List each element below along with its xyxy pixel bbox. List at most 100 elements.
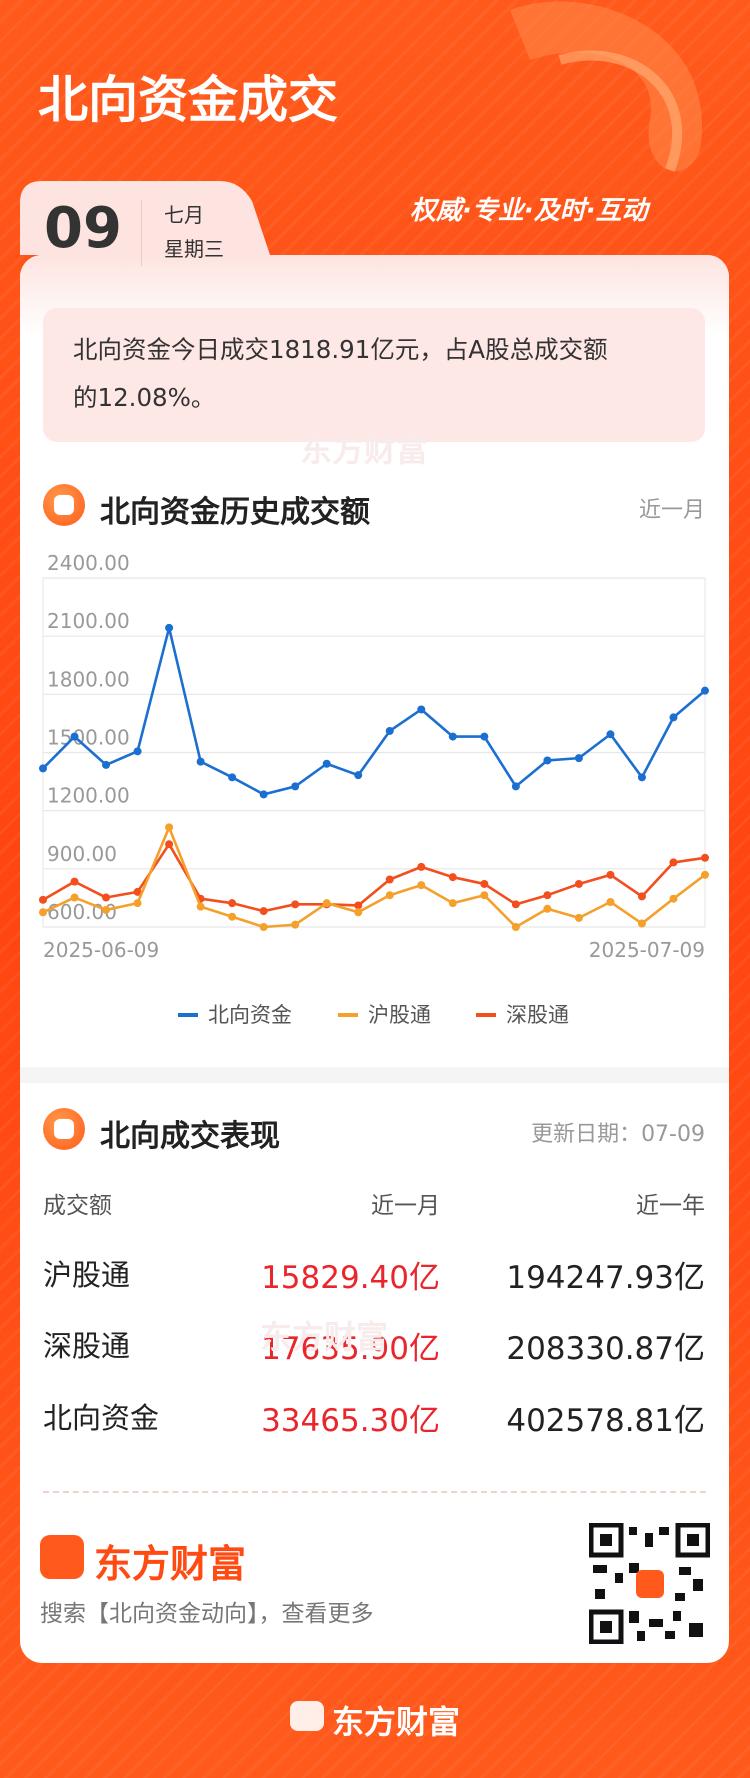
data-point (228, 899, 237, 908)
table-cell: 15829.40亿 (261, 1260, 440, 1296)
data-point (133, 899, 142, 908)
data-point (417, 862, 426, 871)
table-cell: 402578.81亿 (506, 1403, 705, 1439)
dashed-line (43, 1491, 706, 1493)
data-point (606, 897, 615, 906)
table-header: 近一年 (636, 1193, 705, 1219)
legend-label: 沪股通 (368, 1003, 431, 1027)
table-header: 成交额 (43, 1193, 112, 1219)
data-point (543, 756, 552, 765)
data-point (543, 891, 552, 900)
footer-logo (290, 1701, 324, 1731)
data-point (354, 908, 363, 917)
legend-label: 北向资金 (208, 1003, 292, 1027)
data-point (417, 705, 426, 714)
table-cell: 北向资金 (43, 1401, 160, 1435)
qr-code (589, 1523, 710, 1644)
page-title: 北向资金成交 (38, 71, 338, 129)
data-point (606, 870, 615, 879)
decoration (510, 1, 703, 172)
data-point (70, 732, 79, 741)
data-point (102, 905, 111, 914)
table-cell: 17635.90亿 (261, 1331, 440, 1367)
x-tick-label: 2025-07-09 (589, 938, 705, 962)
data-point (669, 713, 678, 722)
series-line (42, 626, 706, 796)
summary-box: 北向资金今日成交1818.91亿元，占A股总成交额的12.08%。 (43, 308, 705, 442)
search-hint: 搜索【北向资金动向】，查看更多 (40, 1601, 374, 1627)
data-point (291, 900, 300, 909)
data-point (322, 759, 331, 768)
chart: 600.00900.001200.001500.001800.002100.00… (39, 551, 709, 1027)
data-point (165, 840, 174, 849)
data-point (480, 879, 489, 888)
data-point (39, 895, 47, 904)
y-tick-label: 2100.00 (47, 609, 130, 633)
data-point (511, 900, 520, 909)
data-point (354, 901, 363, 910)
y-tick-label: 1200.00 (47, 784, 130, 808)
data-point (259, 907, 268, 916)
legend-label: 深股通 (506, 1003, 569, 1027)
data-point (637, 919, 646, 928)
section-title: 北向成交表现 (100, 1119, 280, 1154)
slogan: 权威·专业·及时·互动 (410, 196, 648, 226)
data-point (637, 892, 646, 901)
table-cell: 深股通 (43, 1329, 131, 1363)
x-tick-label: 2025-06-09 (43, 938, 159, 962)
data-point (385, 726, 394, 735)
data-point (133, 887, 142, 896)
range-label: 近一月 (638, 498, 705, 523)
data-point (196, 902, 205, 911)
data-point (196, 757, 205, 766)
watermark: 东方财富 (260, 1318, 389, 1356)
update-date: 更新日期：07-09 (531, 1122, 705, 1147)
data-point (228, 912, 237, 921)
data-point (102, 893, 111, 902)
footer-brand: 东方财富 (332, 1703, 461, 1741)
data-point (354, 771, 363, 780)
data-point (448, 899, 457, 908)
data-point (70, 877, 79, 886)
data-point (669, 858, 678, 867)
data-point (701, 686, 709, 695)
brand-logo (40, 1535, 84, 1579)
table-cell: 194247.93亿 (506, 1260, 705, 1296)
data-point (637, 773, 646, 782)
data-point (606, 730, 615, 739)
data-point (511, 923, 520, 931)
data-point (228, 773, 237, 782)
data-point (574, 754, 583, 763)
table-cell: 33465.30亿 (261, 1403, 440, 1439)
date-tab (20, 181, 270, 255)
data-point (574, 913, 583, 922)
series-line (42, 842, 706, 913)
brand-name: 东方财富 (94, 1542, 247, 1586)
date-month: 七月 (164, 203, 204, 227)
data-point (511, 782, 520, 791)
data-point (259, 790, 268, 799)
data-point (385, 891, 394, 900)
divider (20, 1067, 729, 1083)
date-day: 09 (44, 196, 122, 261)
data-point (701, 870, 709, 879)
data-point (448, 732, 457, 741)
date-separator (141, 200, 142, 266)
y-tick-label: 1500.00 (47, 726, 130, 750)
data-point (480, 891, 489, 900)
date-weekday: 星期三 (164, 237, 224, 261)
data-point (448, 873, 457, 882)
data-point (39, 908, 47, 917)
data-point (165, 623, 174, 632)
watermark: 东方财富 (300, 431, 429, 469)
data-point (259, 923, 268, 931)
table-cell: 208330.87亿 (506, 1331, 705, 1367)
y-tick-label: 1800.00 (47, 667, 130, 691)
table-cell: 沪股通 (43, 1258, 131, 1292)
data-point (480, 732, 489, 741)
data-point (291, 782, 300, 791)
data-point (70, 893, 79, 902)
data-point (543, 904, 552, 913)
data-point (385, 875, 394, 884)
